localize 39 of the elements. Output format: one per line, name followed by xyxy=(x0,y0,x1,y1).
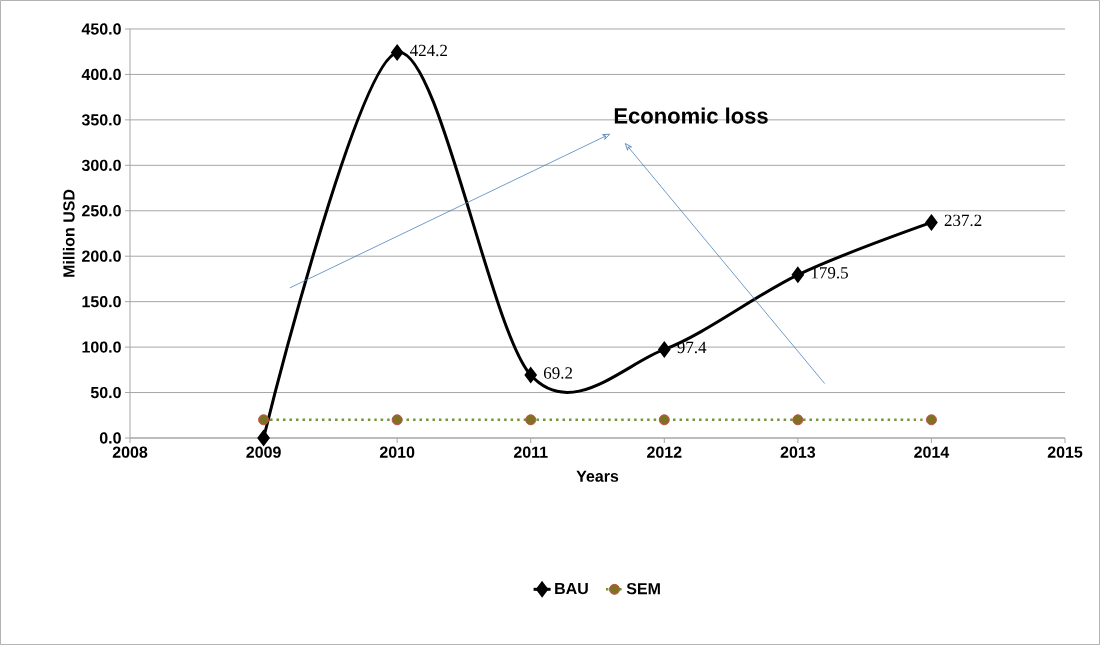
legend-label: SEM xyxy=(626,582,660,595)
point xyxy=(257,430,270,446)
point xyxy=(791,267,804,283)
point xyxy=(525,414,537,426)
x-tick-label: 2011 xyxy=(513,446,548,458)
point xyxy=(792,414,804,426)
x-tick-label: 2012 xyxy=(647,446,682,458)
point xyxy=(258,414,270,426)
y-tick-label: 350.0 xyxy=(81,114,121,126)
y-tick-label: 150.0 xyxy=(82,295,121,308)
point xyxy=(391,414,403,426)
point xyxy=(925,214,938,230)
y-tick-label: 0.0 xyxy=(99,432,121,444)
x-tick-label: 2014 xyxy=(914,446,950,458)
data-label: 237.2 xyxy=(944,214,982,227)
y-axis-title: Million USD xyxy=(62,189,75,277)
data-label: 69.2 xyxy=(543,367,573,379)
x-tick-label: 2009 xyxy=(246,446,281,458)
y-tick-label: 300.0 xyxy=(81,159,121,171)
data-label: 179.5 xyxy=(811,267,848,279)
y-tick-label: 250.0 xyxy=(82,205,121,217)
x-axis-title: Years xyxy=(576,470,619,482)
x-tick-label: 2010 xyxy=(379,446,415,458)
y-tick-label: 50.0 xyxy=(90,386,121,399)
point xyxy=(658,414,670,426)
x-tick-label: 2015 xyxy=(1047,446,1083,458)
point xyxy=(658,341,671,357)
y-tick-label: 450.0 xyxy=(81,23,121,35)
y-tick-label: 200.0 xyxy=(82,250,121,262)
annotation: Economic loss xyxy=(614,107,768,124)
point xyxy=(524,367,537,383)
x-tick-label: 2008 xyxy=(112,446,148,458)
data-label: 424.2 xyxy=(410,44,447,57)
legend-label: BAU xyxy=(555,583,588,595)
point xyxy=(391,44,404,60)
x-tick-label: 2013 xyxy=(780,446,816,458)
point xyxy=(925,414,937,426)
y-tick-label: 100.0 xyxy=(82,341,121,353)
y-tick-label: 400.0 xyxy=(81,68,121,81)
